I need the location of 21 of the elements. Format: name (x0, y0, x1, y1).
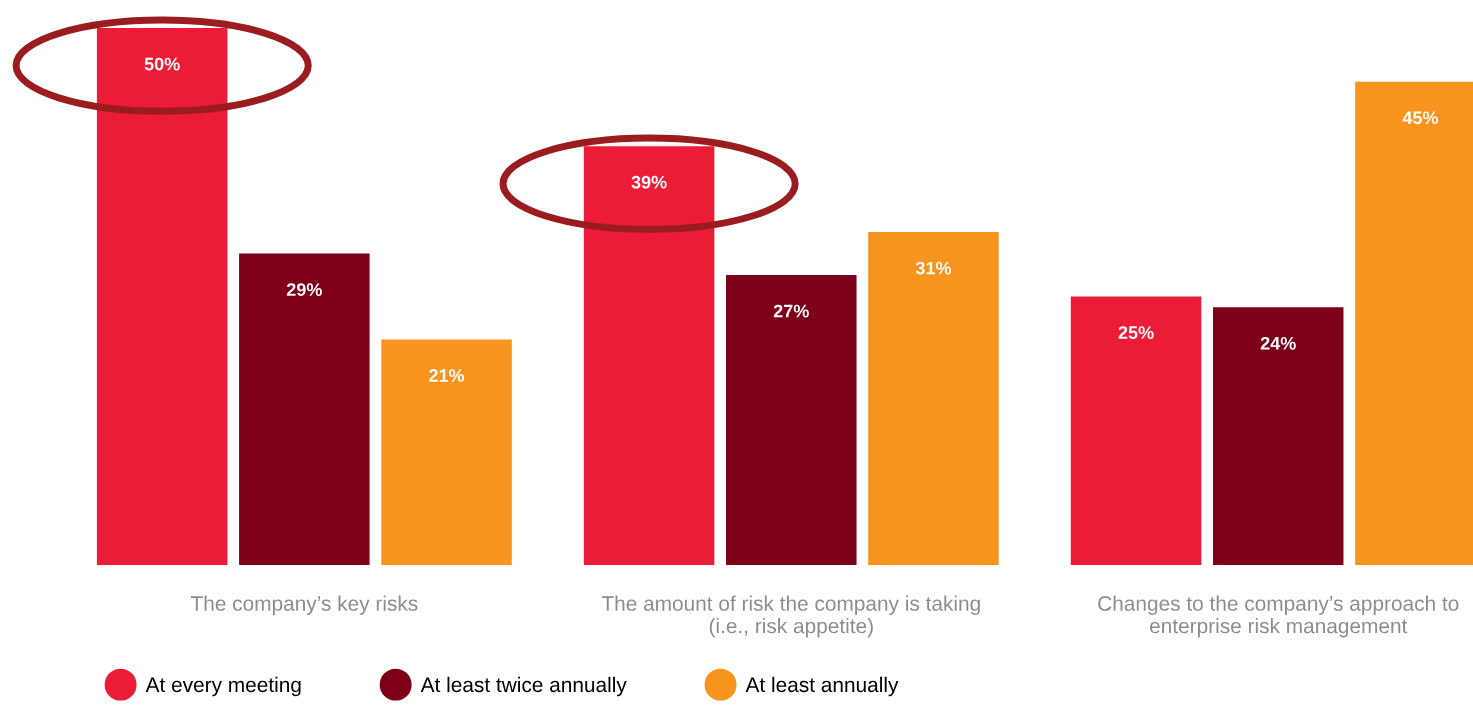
data-label: 25% (1118, 326, 1154, 339)
legend-label: At least annually (745, 676, 899, 697)
data-label: 29% (286, 283, 322, 296)
x-tick-label: The company’s key risks (190, 595, 418, 615)
x-tick-label: Changes to the company’s approach to enterprise risk management (1098, 595, 1459, 638)
bar (381, 339, 512, 565)
data-label: 21% (429, 369, 465, 382)
data-label: 45% (1402, 111, 1438, 125)
data-label: 50% (144, 57, 180, 71)
bar (1070, 296, 1202, 565)
bar (239, 253, 370, 565)
data-label: 24% (1260, 336, 1296, 350)
data-label: 39% (631, 175, 667, 189)
legend-label: At least twice annually (420, 676, 627, 697)
bar (868, 232, 999, 565)
legend-label: At every meeting (145, 676, 301, 697)
bar (1212, 307, 1344, 565)
data-label: 27% (773, 304, 809, 318)
bar (726, 275, 857, 565)
data-label: 31% (915, 261, 952, 275)
x-tick-label: The amount of risk the company is taking (i.e., risk appetite) (601, 595, 980, 638)
